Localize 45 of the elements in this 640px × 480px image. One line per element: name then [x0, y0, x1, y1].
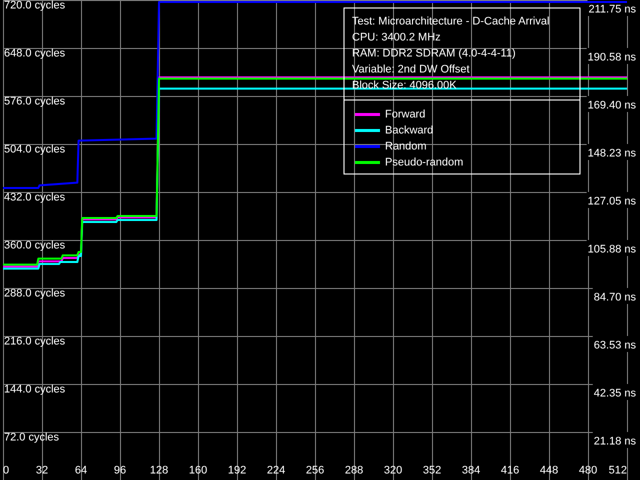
y-tick-label: 72.0 cycles: [4, 432, 60, 444]
annotation: Variable: 2nd DW Offset: [352, 64, 470, 76]
y2-tick-label: 169.40 ns: [588, 100, 636, 112]
y-tick-label: 720.0 cycles: [4, 0, 66, 12]
y2-tick-label: 84.70 ns: [594, 292, 636, 304]
y2-tick-label: 21.18 ns: [594, 435, 636, 448]
y2-tick-label: 105.88 ns: [588, 243, 636, 256]
x-tick-label: 224: [266, 464, 286, 476]
annotation: Test: Microarchitecture - D-Cache Arrival: [352, 16, 550, 28]
x-tick-label: 512: [608, 464, 627, 476]
y2-tick-label: 42.35 ns: [594, 388, 636, 400]
x-tick-label: 256: [306, 464, 324, 476]
x-tick-label: 160: [188, 464, 208, 476]
legend-label: Forward: [385, 108, 426, 120]
y-tick-label: 360.0 cycles: [4, 240, 66, 252]
y2-tick-label: 190.58 ns: [588, 51, 636, 64]
x-tick-label: 0: [3, 464, 10, 476]
y-tick-label: 576.0 cycles: [4, 96, 66, 108]
x-tick-label: 32: [36, 464, 48, 476]
y2-tick-label: 63.53 ns: [594, 339, 636, 352]
y-tick-label: 288.0 cycles: [4, 288, 66, 300]
y-tick-label: 504.0 cycles: [4, 144, 66, 156]
y2-tick-label: 148.23 ns: [588, 147, 636, 160]
x-tick-label: 480: [578, 464, 598, 476]
x-tick-label: 416: [500, 464, 520, 476]
y-tick-label: 144.0 cycles: [4, 384, 66, 396]
x-tick-label: 384: [462, 464, 480, 476]
y-tick-label: 432.0 cycles: [4, 192, 66, 204]
x-tick-label: 320: [384, 464, 402, 476]
x-tick-label: 64: [74, 464, 88, 476]
x-tick-label: 288: [344, 464, 364, 476]
x-tick-label: 352: [422, 464, 442, 476]
legend-label: Backward: [385, 124, 434, 136]
legend-label: Random: [385, 140, 427, 152]
y-tick-label: 648.0 cycles: [4, 48, 66, 60]
legend-label: Pseudo-random: [385, 156, 464, 168]
y2-tick-label: 211.75 ns: [588, 4, 636, 16]
x-tick-label: 128: [150, 464, 168, 476]
x-tick-label: 96: [114, 464, 126, 476]
y-tick-label: 216.0 cycles: [4, 336, 66, 348]
y2-tick-label: 127.05 ns: [588, 196, 636, 208]
x-tick-label: 192: [228, 464, 246, 476]
annotation: RAM: DDR2 SDRAM (4.0-4-4-11): [352, 48, 516, 60]
x-tick-label: 448: [540, 464, 558, 476]
annotation: CPU: 3400.2 MHz: [352, 32, 441, 44]
